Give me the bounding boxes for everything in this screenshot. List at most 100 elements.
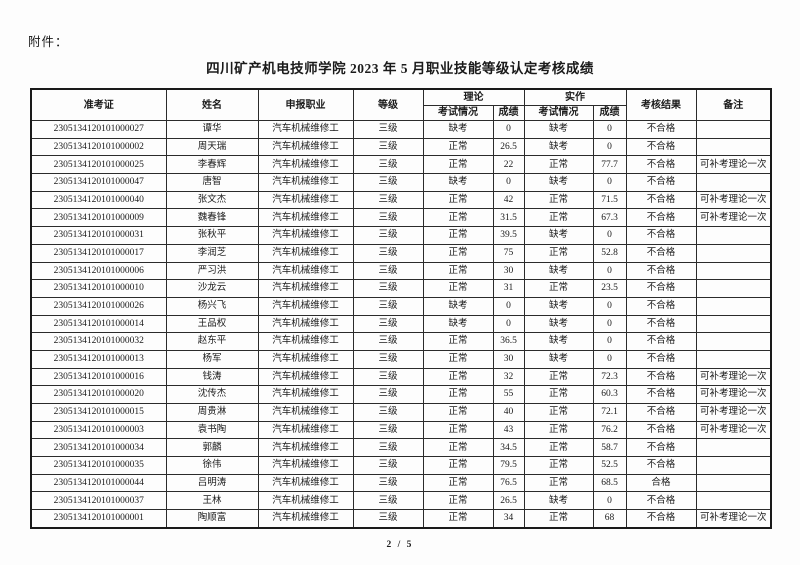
table-row: 2305134120101000006 严习洪 汽车机械维修工 三级 正常 30 缺考 0 不合… <box>30 261 772 281</box>
cell-practical-score: 0 <box>592 332 627 351</box>
table-body: 2305134120101000027 谭华 汽车机械维修工 三级 缺考 0 缺考 0 不合格 2… <box>30 120 772 529</box>
cell-name: 李润芝 <box>165 243 259 263</box>
cell-practical-score: 60.3 <box>592 385 627 404</box>
cell-theory-status: 正常 <box>422 473 494 493</box>
cell-remark: 可补考理论一次 <box>695 367 772 387</box>
cell-practical-score: 72.1 <box>592 403 627 422</box>
cell-remark: 可补考理论一次 <box>695 403 772 422</box>
table-row: 2305134120101000026 杨兴飞 汽车机械维修工 三级 缺考 0 缺考 0 不合格 <box>30 296 772 316</box>
header-practical-group: 实作 <box>523 88 627 106</box>
cell-theory-score: 31 <box>492 279 525 298</box>
cell-remark <box>695 438 772 458</box>
cell-theory-score: 30 <box>492 349 525 369</box>
cell-remark <box>695 243 772 263</box>
cell-remark <box>695 173 772 192</box>
cell-result: 不合格 <box>625 243 697 263</box>
cell-practical-status: 缺考 <box>523 349 594 369</box>
cell-name: 陶顺富 <box>165 509 259 529</box>
cell-admission-no: 2305134120101000014 <box>30 314 167 334</box>
page-number: 2 / 5 <box>386 540 414 550</box>
cell-occupation: 汽车机械维修工 <box>257 332 354 351</box>
cell-practical-status: 正常 <box>523 190 594 210</box>
cell-occupation: 汽车机械维修工 <box>257 120 354 139</box>
cell-practical-score: 0 <box>592 349 627 369</box>
cell-level: 三级 <box>352 120 424 139</box>
header-occupation: 申报职业 <box>257 88 354 121</box>
cell-level: 三级 <box>352 155 424 175</box>
header-admission-no: 准考证 <box>30 88 167 121</box>
cell-practical-status: 缺考 <box>523 120 594 139</box>
cell-remark: 可补考理论一次 <box>695 420 772 440</box>
header-row-sub: 考试情况 成绩 考试情况 成绩 <box>31 104 771 121</box>
cell-admission-no: 2305134120101000003 <box>30 420 167 440</box>
cell-result: 不合格 <box>625 491 697 511</box>
cell-remark <box>695 279 772 298</box>
cell-name: 沈传杰 <box>165 385 259 404</box>
cell-practical-score: 58.7 <box>592 438 627 458</box>
cell-theory-status: 正常 <box>422 509 494 529</box>
cell-remark <box>695 473 772 493</box>
header-theory-score: 成绩 <box>492 104 525 121</box>
table-row: 2305134120101000009 魏春锋 汽车机械维修工 三级 正常 31.5 正常 6… <box>30 208 772 228</box>
cell-name: 唐智 <box>165 173 259 192</box>
table-row: 2305134120101000015 周贵淋 汽车机械维修工 三级 正常 40 正常 72.… <box>30 403 772 422</box>
cell-practical-status: 正常 <box>523 473 594 493</box>
cell-name: 魏春锋 <box>165 208 259 228</box>
cell-practical-status: 缺考 <box>523 314 594 334</box>
cell-occupation: 汽车机械维修工 <box>257 385 354 404</box>
cell-practical-status: 缺考 <box>523 137 594 157</box>
cell-theory-status: 缺考 <box>422 173 494 192</box>
cell-remark <box>695 349 772 369</box>
cell-occupation: 汽车机械维修工 <box>257 261 354 281</box>
cell-theory-status: 正常 <box>422 226 494 245</box>
cell-practical-score: 52.8 <box>592 243 627 263</box>
cell-practical-status: 缺考 <box>523 261 594 281</box>
cell-occupation: 汽车机械维修工 <box>257 226 354 245</box>
cell-theory-status: 正常 <box>422 190 494 210</box>
cell-level: 三级 <box>352 403 424 422</box>
header-theory-group: 理论 <box>422 88 525 106</box>
cell-admission-no: 2305134120101000032 <box>30 332 167 351</box>
cell-name: 周贵淋 <box>165 403 259 422</box>
cell-practical-status: 正常 <box>523 385 594 404</box>
cell-theory-status: 缺考 <box>422 120 494 139</box>
cell-admission-no: 2305134120101000015 <box>30 403 167 422</box>
cell-result: 不合格 <box>625 385 697 404</box>
cell-theory-score: 75 <box>492 243 525 263</box>
cell-occupation: 汽车机械维修工 <box>257 296 354 316</box>
cell-occupation: 汽车机械维修工 <box>257 243 354 263</box>
cell-practical-score: 67.3 <box>592 208 627 228</box>
cell-remark: 可补考理论一次 <box>695 155 772 175</box>
cell-occupation: 汽车机械维修工 <box>257 208 354 228</box>
cell-result: 不合格 <box>625 155 697 175</box>
cell-theory-status: 正常 <box>422 208 494 228</box>
cell-admission-no: 2305134120101000010 <box>30 279 167 298</box>
cell-theory-score: 42 <box>492 190 525 210</box>
table-header: 准考证 姓名 申报职业 等级 理论 实作 考核结果 备注 考试情况 成绩 考试情… <box>30 88 772 121</box>
cell-theory-score: 26.5 <box>492 491 525 511</box>
cell-result: 不合格 <box>625 190 697 210</box>
cell-name: 袁书陶 <box>165 420 259 440</box>
cell-name: 张秋平 <box>165 226 259 245</box>
cell-level: 三级 <box>352 261 424 281</box>
cell-name: 王品权 <box>165 314 259 334</box>
cell-result: 不合格 <box>625 456 697 475</box>
table-row: 2305134120101000003 袁书陶 汽车机械维修工 三级 正常 43 正常 76.… <box>30 420 772 440</box>
cell-level: 三级 <box>352 137 424 157</box>
cell-result: 不合格 <box>625 137 697 157</box>
cell-theory-status: 正常 <box>422 279 494 298</box>
table-row: 2305134120101000016 钱涛 汽车机械维修工 三级 正常 32 正常 72.3… <box>30 367 772 387</box>
table-row: 2305134120101000027 谭华 汽车机械维修工 三级 缺考 0 缺考 0 不合格 <box>30 120 772 139</box>
cell-theory-status: 正常 <box>422 385 494 404</box>
header-practical-score: 成绩 <box>592 104 627 121</box>
cell-remark <box>695 456 772 475</box>
cell-remark <box>695 226 772 245</box>
cell-level: 三级 <box>352 349 424 369</box>
cell-result: 不合格 <box>625 403 697 422</box>
cell-theory-status: 正常 <box>422 243 494 263</box>
cell-practical-status: 正常 <box>523 403 594 422</box>
cell-result: 合格 <box>625 473 697 493</box>
table-row: 2305134120101000014 王品权 汽车机械维修工 三级 缺考 0 缺考 0 不合格 <box>30 314 772 334</box>
table-row: 2305134120101000020 沈传杰 汽车机械维修工 三级 正常 55 正常 60.… <box>30 385 772 404</box>
cell-theory-score: 36.5 <box>492 332 525 351</box>
